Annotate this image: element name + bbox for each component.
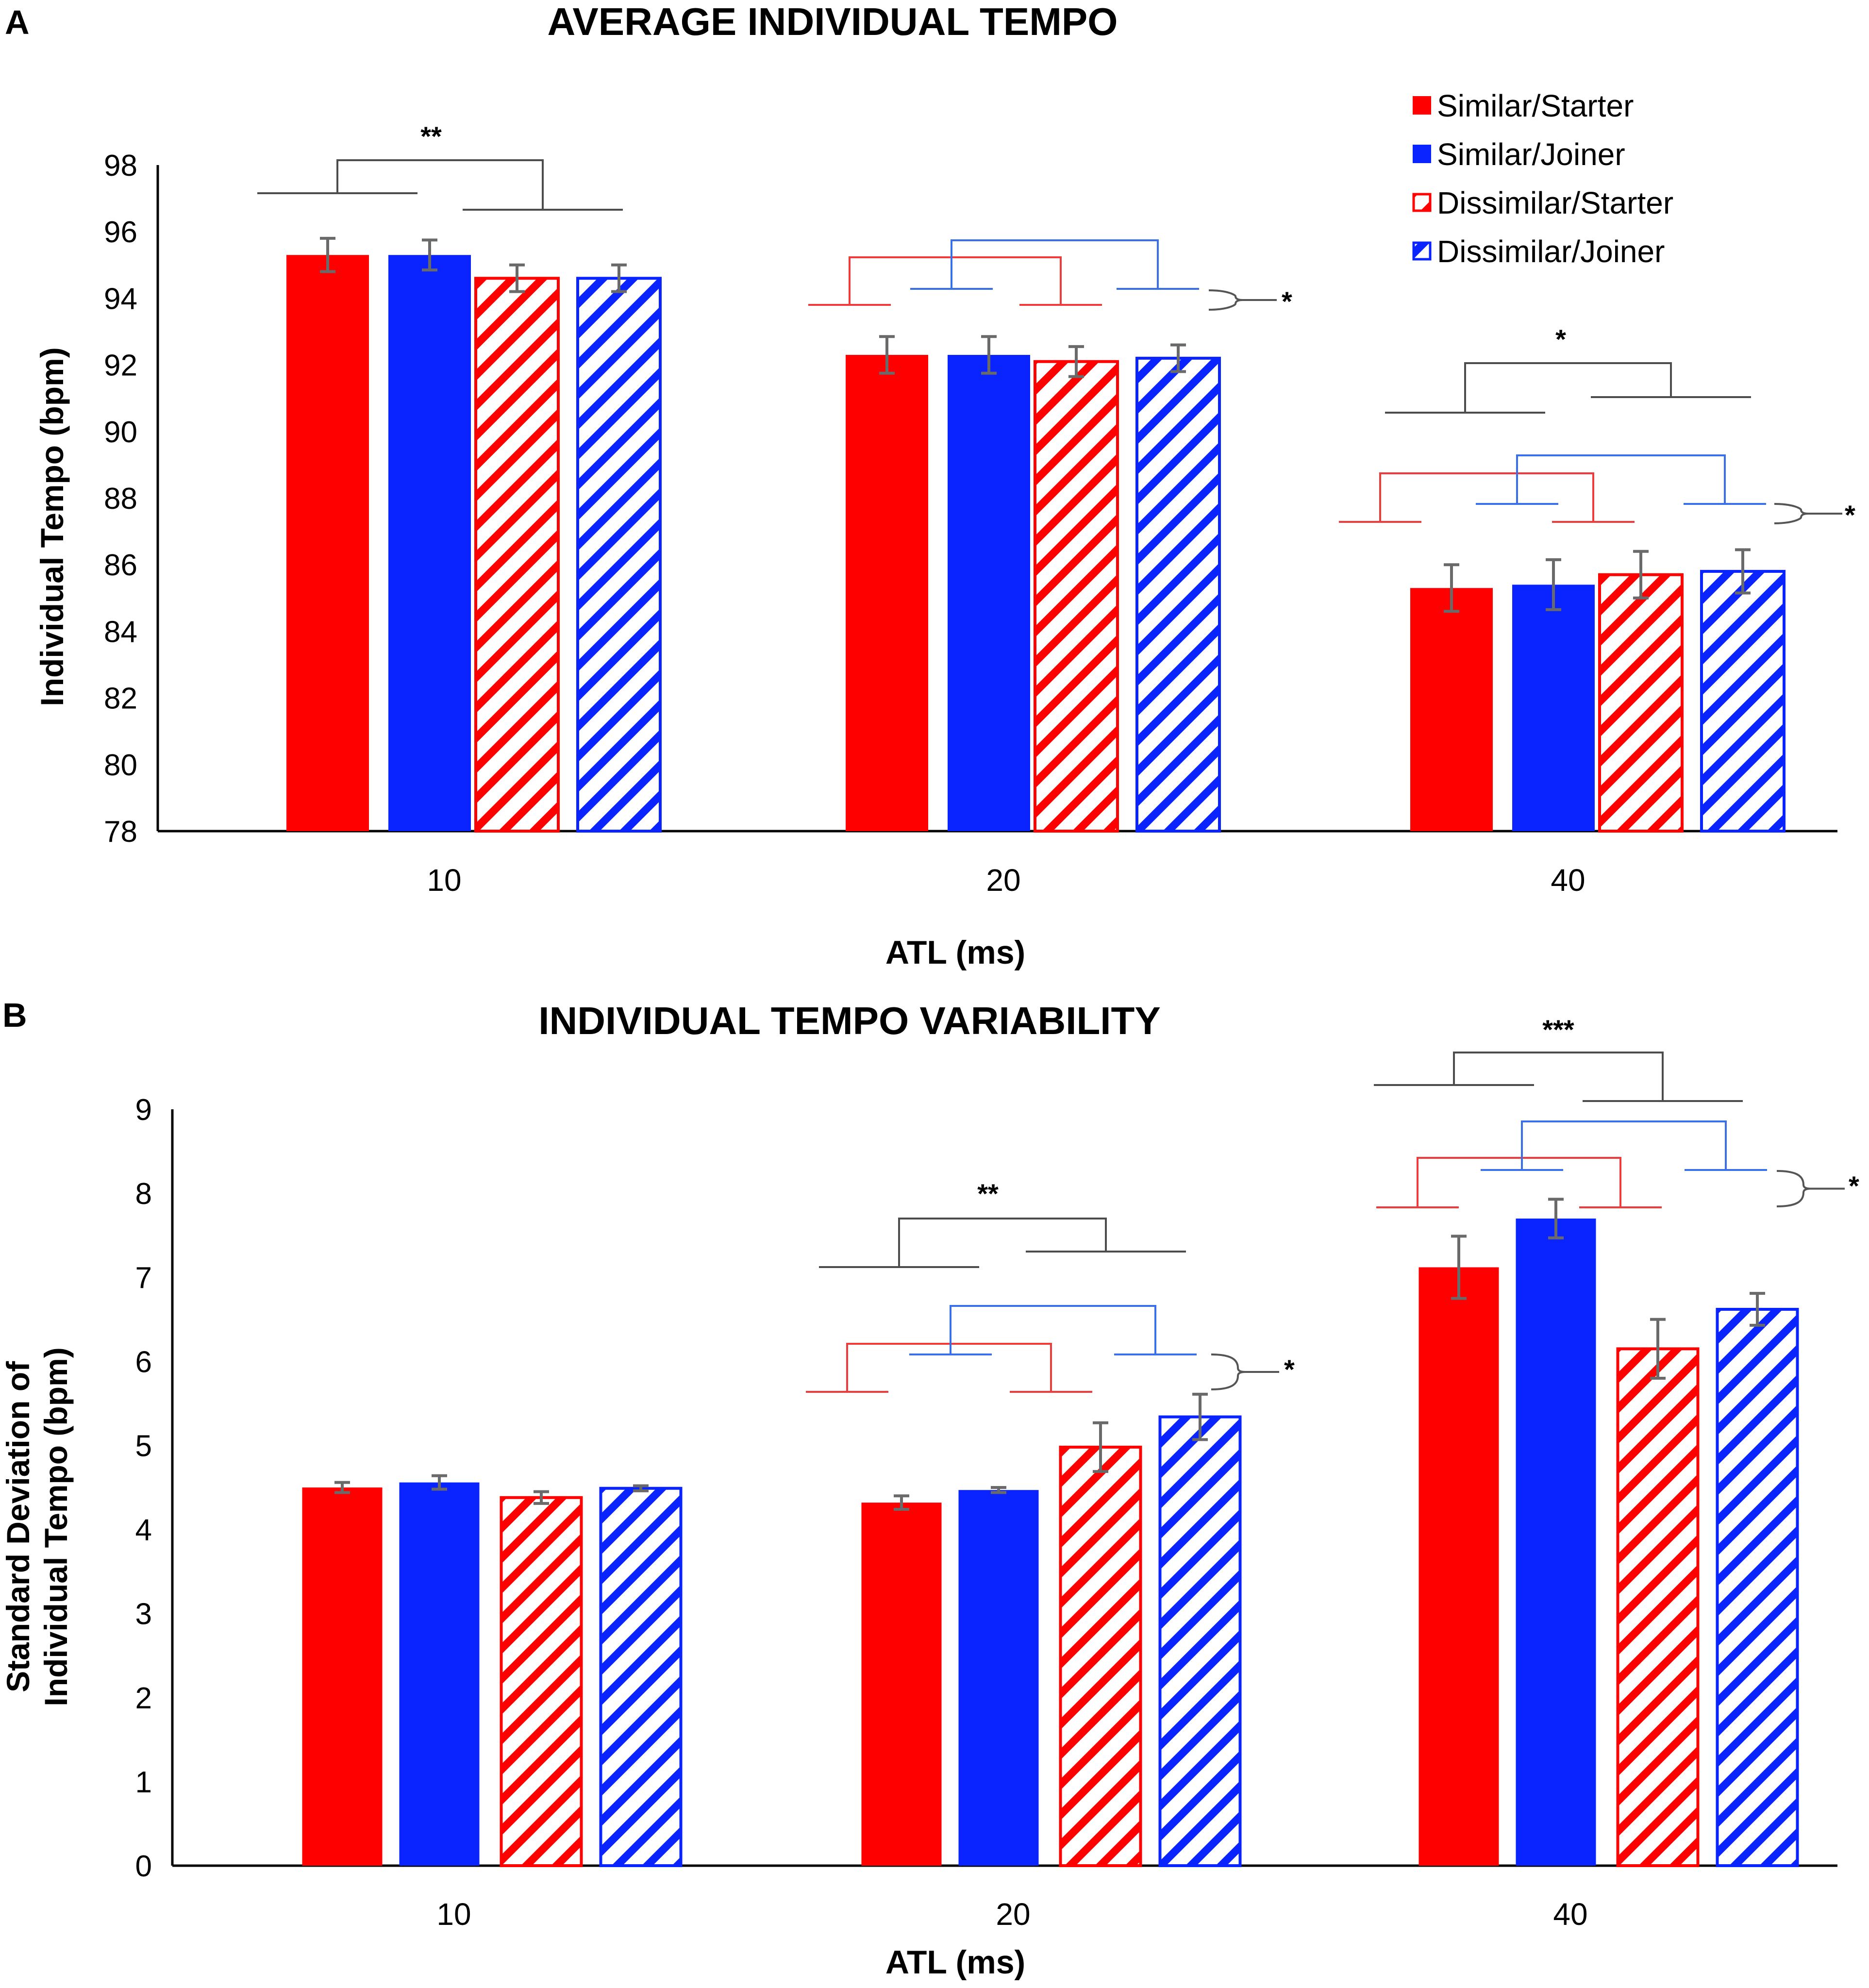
panel-a-category-label: 40 (1551, 863, 1585, 898)
panel-a-bar-dissimilar-joiner (576, 277, 662, 833)
panel-a-group-40-significance-2: * (1845, 500, 1855, 530)
panel-b-bar-similar-joiner (958, 1490, 1039, 1866)
panel-a-bar-similar-starter (846, 355, 928, 831)
panel-b-y-tick-label: 8 (135, 1177, 152, 1211)
legend: Similar/Starter Similar/Joiner Dissimila… (1412, 88, 1673, 269)
panel-a-x-axis-label: ATL (ms) (885, 934, 1025, 971)
panel-a-group-20-red-bracket (808, 256, 1102, 306)
panel-b-category-label: 20 (996, 1897, 1030, 1932)
legend-label-similar-starter: Similar/Starter (1437, 88, 1634, 123)
panel-a-y-tick-label: 98 (104, 149, 137, 183)
panel-b-group-40-significance: *** (1542, 1014, 1574, 1045)
panel-a-group-20-brace (1208, 289, 1277, 311)
panel-b-group-20-gray-bracket (819, 1218, 1186, 1268)
panel-b-group-40-brace (1776, 1170, 1845, 1207)
panel-b-category-label: 10 (436, 1897, 471, 1932)
panel-b-bar-similar-starter (861, 1503, 942, 1866)
panel-a-bar-similar-starter (1410, 588, 1493, 831)
panel-a-letter: A (5, 3, 30, 41)
panel-b-y-tick-label: 2 (135, 1682, 152, 1715)
panel-b-group-40-gray-bracket (1374, 1052, 1743, 1102)
panel-a-group-20-blue-bracket (910, 239, 1199, 290)
panel-b-x-axis-label: ATL (ms) (885, 1944, 1025, 1981)
panel-b-title: INDIVIDUAL TEMPO VARIABILITY (538, 999, 1161, 1042)
panel-b-bar-dissimilar-joiner (599, 1487, 683, 1868)
legend-swatch-dissimilar-joiner (1412, 241, 1432, 261)
panel-b-y-tick-label: 9 (135, 1093, 152, 1127)
panel-b-letter: B (2, 996, 27, 1034)
panel-b-group-20-significance-2: * (1284, 1354, 1295, 1385)
panel-a-y-axis-label: Individual Tempo (bpm) (34, 347, 70, 706)
panel-b-bar-dissimilar-joiner (1716, 1308, 1799, 1867)
panel-a-group-40-red-bracket (1339, 472, 1635, 523)
panel-b-y-tick-label: 5 (135, 1429, 152, 1463)
panel-b-y-tick-label: 4 (135, 1514, 152, 1547)
panel-b-group-20-significance: ** (977, 1178, 999, 1209)
panel-a-bar-similar-starter (286, 255, 369, 831)
panel-b-y-tick-label: 6 (135, 1345, 152, 1379)
panel-b-y-axis-label-line2: Individual Tempo (bpm) (38, 1347, 74, 1706)
panel-a-group-40-gray-bracket (1385, 362, 1751, 414)
panel-a-y-tick-label: 88 (104, 482, 137, 516)
panel-a-bar-dissimilar-starter (1598, 573, 1684, 833)
panel-a-group-20-significance: * (1282, 286, 1292, 317)
panel-a-bar-dissimilar-joiner (1135, 356, 1221, 833)
panel-a-bar-dissimilar-starter (474, 277, 560, 833)
panel-b-group-20-red-bracket (806, 1343, 1092, 1393)
panel-b-bar-dissimilar-starter (1059, 1445, 1142, 1868)
panel-a-title: AVERAGE INDIVIDUAL TEMPO (548, 0, 1118, 43)
legend-label-dissimilar-joiner: Dissimilar/Joiner (1437, 234, 1665, 269)
panel-a-category-label: 20 (986, 863, 1020, 898)
legend-label-dissimilar-starter: Dissimilar/Starter (1437, 185, 1673, 220)
panel-b-bar-similar-joiner (399, 1482, 480, 1866)
panel-a-y-tick-label: 84 (104, 615, 137, 649)
panel-a-y-tick-label: 90 (104, 416, 137, 449)
panel-a-y-tick-label: 78 (104, 815, 137, 849)
panel-b-y-tick-label: 1 (135, 1766, 152, 1799)
panel-b-category-label: 40 (1553, 1897, 1587, 1932)
panel-a-group-40-blue-bracket (1476, 454, 1766, 505)
legend-label-similar-joiner: Similar/Joiner (1437, 137, 1625, 172)
panel-b-group-20-blue-bracket (909, 1305, 1197, 1355)
legend-swatch-similar-joiner (1413, 145, 1431, 163)
panel-b-bar-dissimilar-joiner (1158, 1415, 1242, 1867)
panel-b-group-20-brace (1211, 1353, 1279, 1390)
panel-b-group-40-significance-2: * (1849, 1170, 1859, 1201)
panel-b-y-tick-label: 7 (135, 1261, 152, 1295)
panel-a-group-10-bracket (257, 159, 623, 211)
legend-swatch-dissimilar-starter (1412, 193, 1432, 212)
panel-a-bar-similar-joiner (1512, 585, 1595, 831)
panel-b-y-axis-label-line1: Standard Deviation of (0, 1361, 36, 1692)
panel-b-bar-similar-starter (302, 1487, 383, 1866)
panel-b-group-40-red-bracket (1376, 1157, 1662, 1208)
panel-a-y-tick-label: 86 (104, 549, 137, 582)
panel-a-bar-dissimilar-joiner (1700, 569, 1786, 833)
panel-b-bar-similar-joiner (1516, 1219, 1596, 1866)
panel-a-bar-similar-joiner (948, 355, 1030, 831)
panel-a-y-tick-label: 94 (104, 282, 137, 316)
legend-swatch-similar-starter (1413, 96, 1431, 115)
panel-a-y-tick-label: 82 (104, 682, 137, 716)
panel-b-bar-dissimilar-starter (1616, 1347, 1700, 1867)
panel-a-y-tick-label: 92 (104, 349, 137, 383)
panel-a-group-10-significance: ** (420, 121, 442, 151)
panel-a-group-40-brace (1774, 503, 1842, 524)
panel-a-y-tick-label: 96 (104, 216, 137, 249)
panel-a-group-40-significance: * (1555, 324, 1566, 354)
panel-b-y-tick-label: 0 (135, 1850, 152, 1883)
panel-a-bar-dissimilar-starter (1034, 360, 1119, 833)
panel-b-bar-dissimilar-starter (500, 1496, 583, 1868)
panel-b-bar-similar-starter (1418, 1267, 1499, 1866)
panel-b-y-tick-label: 3 (135, 1598, 152, 1631)
panel-a-category-label: 10 (427, 863, 461, 898)
panel-b-group-40-blue-bracket (1481, 1120, 1767, 1171)
panel-a-y-tick-label: 80 (104, 749, 137, 782)
panel-a-bar-similar-joiner (388, 255, 471, 831)
